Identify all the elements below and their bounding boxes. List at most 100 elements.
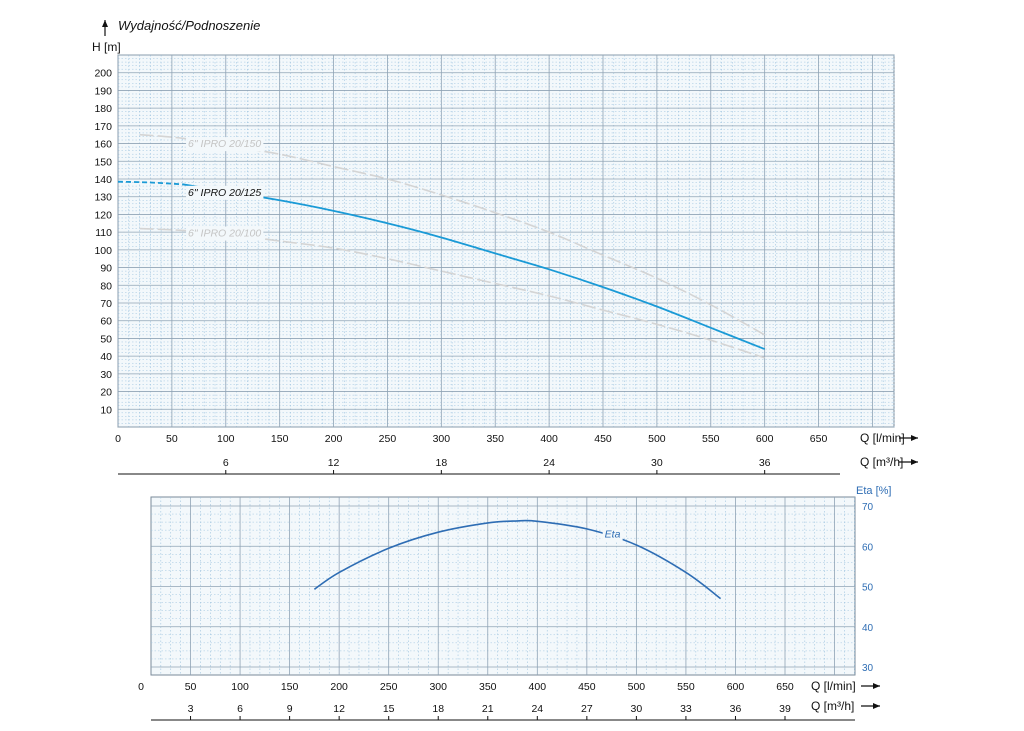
efficiency-major-grid <box>151 497 855 675</box>
head-series-label-background <box>186 137 264 152</box>
head-x-tick-label: 550 <box>702 433 720 445</box>
efficiency-series-label-background <box>602 527 623 542</box>
head-x2-tick-labels: 6 12 18 24 30 36 <box>223 457 771 474</box>
head-y-tick-label: 100 <box>94 245 112 257</box>
head-series-label-group: 6" IPRO 20/100 <box>186 226 264 241</box>
efficiency-y-tick-label: 30 <box>862 663 874 674</box>
head-x2-tick-label: 36 <box>759 457 771 469</box>
head-major-grid <box>117 54 894 428</box>
head-y-tick-label: 20 <box>100 387 112 399</box>
head-y-tick-label: 130 <box>94 192 112 204</box>
efficiency-x2-tick-label: 33 <box>680 703 692 715</box>
head-y-tick-label: 40 <box>100 351 112 363</box>
efficiency-curve <box>313 519 722 600</box>
efficiency-x-axis-label: Q [l/min] <box>811 679 856 693</box>
efficiency-x2-axis-label: Q [m³/h] <box>811 699 854 713</box>
head-y-tick-label: 110 <box>95 227 112 239</box>
head-curve-chart: 6" IPRO 20/150 6" IPRO 20/125 6" IPRO 20/1… <box>92 18 918 475</box>
efficiency-x-tick-label: 500 <box>628 681 646 693</box>
efficiency-y-tick-labels: 30 40 50 60 70 <box>862 502 874 674</box>
efficiency-x-tick-label: 400 <box>529 681 547 693</box>
head-y-tick-label: 90 <box>100 263 112 275</box>
efficiency-y-axis-label: Eta [%] <box>856 485 891 497</box>
head-x-tick-label: 650 <box>810 433 828 445</box>
head-x-tick-label: 0 <box>115 433 121 445</box>
efficiency-y-tick-label: 70 <box>862 502 874 513</box>
efficiency-x-tick-label: 200 <box>330 681 348 693</box>
efficiency-x2-tick-label: 30 <box>631 703 643 715</box>
head-x-tick-label: 250 <box>379 433 397 445</box>
head-series-label-group: 6" IPRO 20/150 <box>186 137 264 152</box>
head-x-tick-label: 600 <box>756 433 774 445</box>
efficiency-x2-tick-label: 36 <box>730 703 742 715</box>
efficiency-curves: Eta <box>313 519 722 600</box>
head-x2-tick-label: 24 <box>543 457 555 469</box>
head-curve-ipro-20-100 <box>139 227 765 359</box>
head-y-tick-label: 60 <box>100 316 112 328</box>
efficiency-x2-tick-label: 18 <box>432 703 444 715</box>
efficiency-y-tick-label: 50 <box>862 583 874 594</box>
head-y-tick-label: 160 <box>94 139 112 151</box>
head-curves: 6" IPRO 20/150 6" IPRO 20/125 6" IPRO 20/1… <box>117 133 766 359</box>
efficiency-x2-tick-label: 39 <box>779 703 791 715</box>
efficiency-x2-tick-label: 9 <box>287 703 293 715</box>
efficiency-x2-tick-label: 12 <box>333 703 345 715</box>
efficiency-x2-tick-label: 15 <box>383 703 395 715</box>
efficiency-x-tick-label: 650 <box>776 681 794 693</box>
head-y-tick-label: 200 <box>94 68 112 80</box>
efficiency-series-label: Eta <box>605 528 621 540</box>
head-curve-ipro-20-125 <box>182 183 766 350</box>
head-x2-tick-label: 12 <box>328 457 340 469</box>
head-y-tick-label: 120 <box>94 209 112 221</box>
head-series-label-group: 6" IPRO 20/125 <box>186 185 264 200</box>
efficiency-x2-tick-labels: 3 6 9 12 15 18 21 24 27 30 33 36 39 <box>188 703 791 720</box>
head-y-axis-label: H [m] <box>92 40 121 54</box>
head-x-tick-label: 200 <box>325 433 343 445</box>
head-x-tick-label: 100 <box>217 433 235 445</box>
head-series-label: 6" IPRO 20/125 <box>188 187 261 199</box>
head-series-label: 6" IPRO 20/150 <box>188 138 261 150</box>
head-y-tick-label: 70 <box>100 298 112 310</box>
head-x-tick-label: 500 <box>648 433 666 445</box>
head-x-tick-label: 450 <box>594 433 612 445</box>
head-y-tick-label: 30 <box>100 369 112 381</box>
head-series-label-background <box>186 226 264 241</box>
efficiency-x-tick-label: 100 <box>231 681 249 693</box>
head-y-tick-label: 150 <box>94 156 112 168</box>
efficiency-plot-area <box>150 496 856 676</box>
head-curve-ipro-20-125-dashed <box>117 180 183 186</box>
head-y-tick-label: 140 <box>94 174 112 186</box>
head-x-tick-label: 50 <box>166 433 178 445</box>
efficiency-x2-tick-label: 21 <box>482 703 494 715</box>
head-x-tick-label: 350 <box>486 433 504 445</box>
head-x-tick-label: 150 <box>271 433 289 445</box>
head-curve-ipro-20-150 <box>139 133 766 336</box>
efficiency-x-tick-labels: 0 50 100 150 200 250 300 350 400 450 500 550 600 650 <box>138 681 794 693</box>
head-x-tick-labels: 0 50 100 150 200 250 300 350 400 450 500 550 600 650 <box>115 433 827 445</box>
efficiency-x-tick-label: 550 <box>677 681 695 693</box>
efficiency-x-tick-label: 150 <box>281 681 299 693</box>
efficiency-x2-tick-label: 24 <box>531 703 543 715</box>
efficiency-x2-tick-label: 27 <box>581 703 593 715</box>
head-y-tick-label: 10 <box>100 404 112 416</box>
efficiency-x-tick-label: 300 <box>429 681 447 693</box>
efficiency-x-tick-label: 350 <box>479 681 497 693</box>
head-y-tick-label: 50 <box>100 333 112 345</box>
head-x2-tick-label: 30 <box>651 457 663 469</box>
head-x-tick-label: 300 <box>433 433 451 445</box>
efficiency-series-label-group: Eta <box>602 527 623 542</box>
head-x2-axis-label: Q [m³/h] <box>860 455 903 469</box>
efficiency-x-tick-label: 450 <box>578 681 596 693</box>
head-y-tick-label: 190 <box>94 85 112 97</box>
efficiency-x-tick-label: 0 <box>138 681 144 693</box>
head-x-axis-label: Q [l/min] <box>860 431 905 445</box>
head-y-tick-label: 80 <box>100 280 112 292</box>
head-x2-tick-label: 6 <box>223 457 229 469</box>
efficiency-x-tick-label: 50 <box>185 681 197 693</box>
efficiency-x2-tick-label: 6 <box>237 703 243 715</box>
head-x-tick-label: 400 <box>540 433 558 445</box>
head-x2-tick-label: 18 <box>435 457 447 469</box>
head-chart-title: Wydajność/Podnoszenie <box>118 18 260 33</box>
head-series-label-background <box>186 185 264 200</box>
